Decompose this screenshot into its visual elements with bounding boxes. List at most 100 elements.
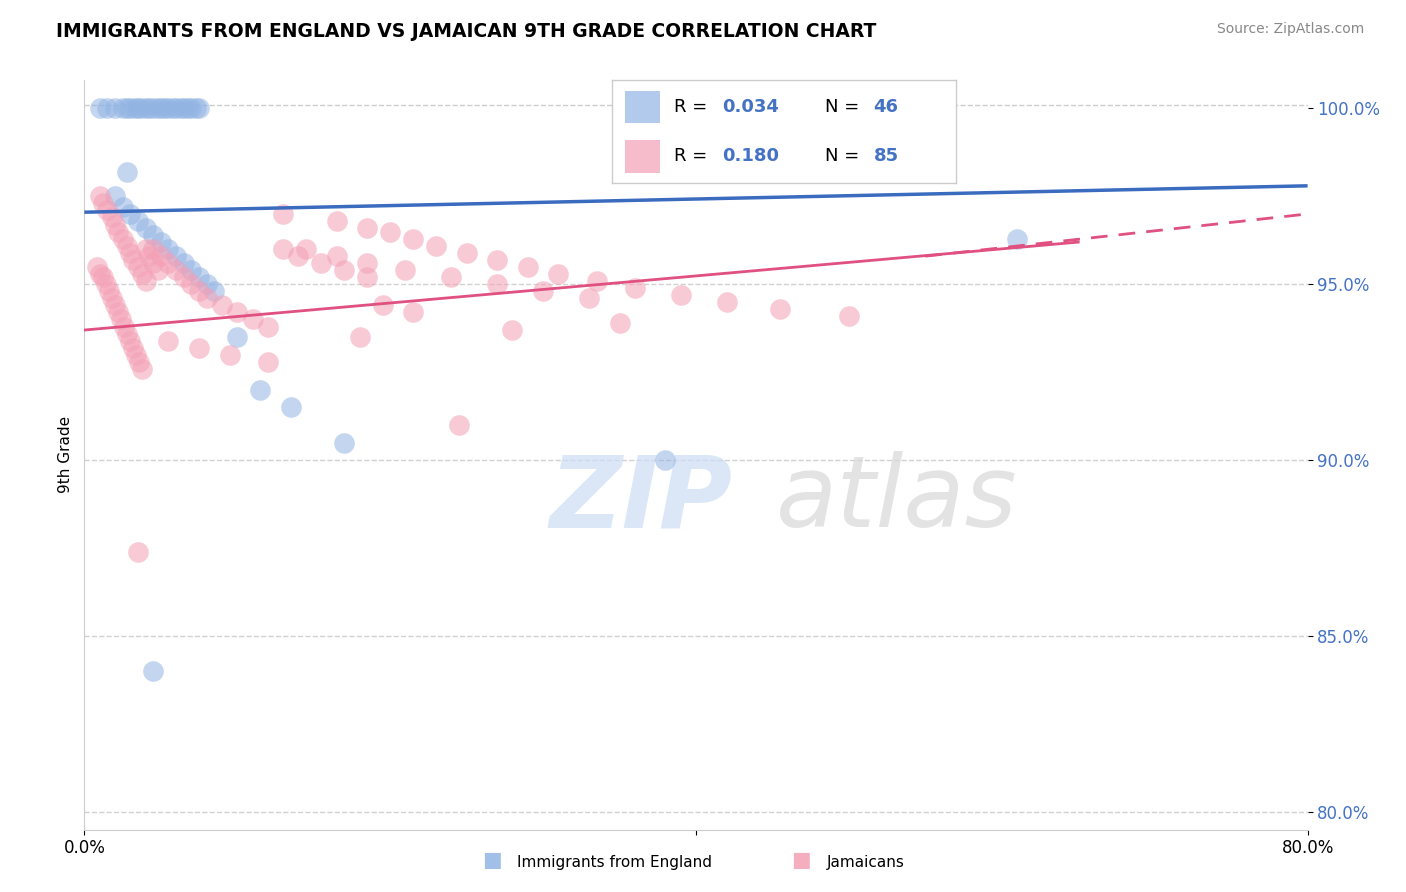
Point [162, 102, 184, 116]
Point [516, 260, 538, 274]
Point [585, 274, 607, 288]
Point [180, 102, 202, 116]
Text: R =: R = [673, 147, 713, 165]
Point [128, 354, 150, 368]
Point [112, 319, 135, 334]
Point [578, 292, 600, 306]
Point [104, 102, 127, 116]
Point [170, 102, 193, 116]
Point [142, 256, 165, 270]
Point [325, 249, 347, 263]
Point [101, 292, 124, 306]
Point [716, 294, 738, 309]
Point [769, 301, 792, 316]
Text: 85: 85 [873, 147, 898, 165]
Point [135, 242, 157, 256]
Point [242, 312, 264, 326]
Point [356, 256, 378, 270]
Point [609, 316, 631, 330]
Point [402, 305, 425, 319]
Point [115, 326, 138, 341]
Point [157, 242, 180, 256]
Point [110, 312, 132, 326]
Point [271, 242, 294, 256]
Point [402, 231, 425, 245]
Point [669, 288, 692, 302]
Point [173, 102, 195, 116]
Text: atlas: atlas [776, 451, 1017, 549]
Point [111, 102, 134, 116]
Text: ■: ■ [792, 850, 811, 870]
Point [157, 102, 180, 116]
Point [257, 354, 280, 368]
Point [107, 225, 129, 239]
Point [91, 270, 114, 285]
Point [127, 544, 149, 558]
Point [195, 277, 218, 292]
Point [104, 189, 127, 203]
Point [138, 102, 160, 116]
Point [142, 228, 165, 243]
Point [94, 277, 117, 292]
Point [135, 221, 157, 235]
Point [325, 214, 347, 228]
Point [371, 298, 394, 312]
Text: 46: 46 [873, 98, 898, 116]
Text: N =: N = [825, 98, 865, 116]
Point [447, 417, 470, 432]
Point [486, 252, 509, 267]
Point [120, 102, 142, 116]
Point [188, 285, 211, 299]
Point [142, 665, 165, 679]
Point [1005, 231, 1028, 245]
Text: 0.180: 0.180 [721, 147, 779, 165]
Point [211, 298, 233, 312]
Point [157, 334, 180, 348]
Point [271, 207, 294, 221]
Point [654, 453, 676, 467]
Point [188, 341, 211, 355]
Point [165, 102, 187, 116]
Point [333, 263, 356, 277]
Point [356, 221, 378, 235]
Point [157, 256, 180, 270]
Point [257, 319, 280, 334]
Point [135, 102, 157, 116]
Point [127, 260, 149, 274]
Point [295, 242, 318, 256]
Point [146, 263, 169, 277]
Point [226, 305, 249, 319]
Point [125, 348, 148, 362]
Point [120, 334, 142, 348]
Point [440, 270, 463, 285]
Point [287, 249, 309, 263]
Y-axis label: 9th Grade: 9th Grade [58, 417, 73, 493]
Point [107, 305, 129, 319]
Text: ■: ■ [482, 850, 502, 870]
Point [124, 102, 146, 116]
Point [195, 292, 218, 306]
Point [149, 235, 172, 249]
Text: R =: R = [673, 98, 713, 116]
Point [486, 277, 509, 292]
Bar [626, 91, 659, 123]
Point [394, 263, 416, 277]
Point [456, 245, 478, 260]
Point [838, 309, 860, 323]
Point [111, 200, 134, 214]
Point [356, 270, 378, 285]
Point [249, 383, 271, 397]
Point [202, 285, 225, 299]
Point [180, 263, 202, 277]
Point [115, 102, 138, 116]
Point [131, 267, 153, 281]
Text: Source: ZipAtlas.com: Source: ZipAtlas.com [1216, 22, 1364, 37]
Point [624, 281, 647, 295]
Point [149, 102, 172, 116]
Point [97, 285, 120, 299]
Point [425, 238, 447, 252]
Bar [626, 140, 659, 173]
Point [311, 256, 333, 270]
Point [146, 102, 169, 116]
Point [142, 242, 165, 256]
